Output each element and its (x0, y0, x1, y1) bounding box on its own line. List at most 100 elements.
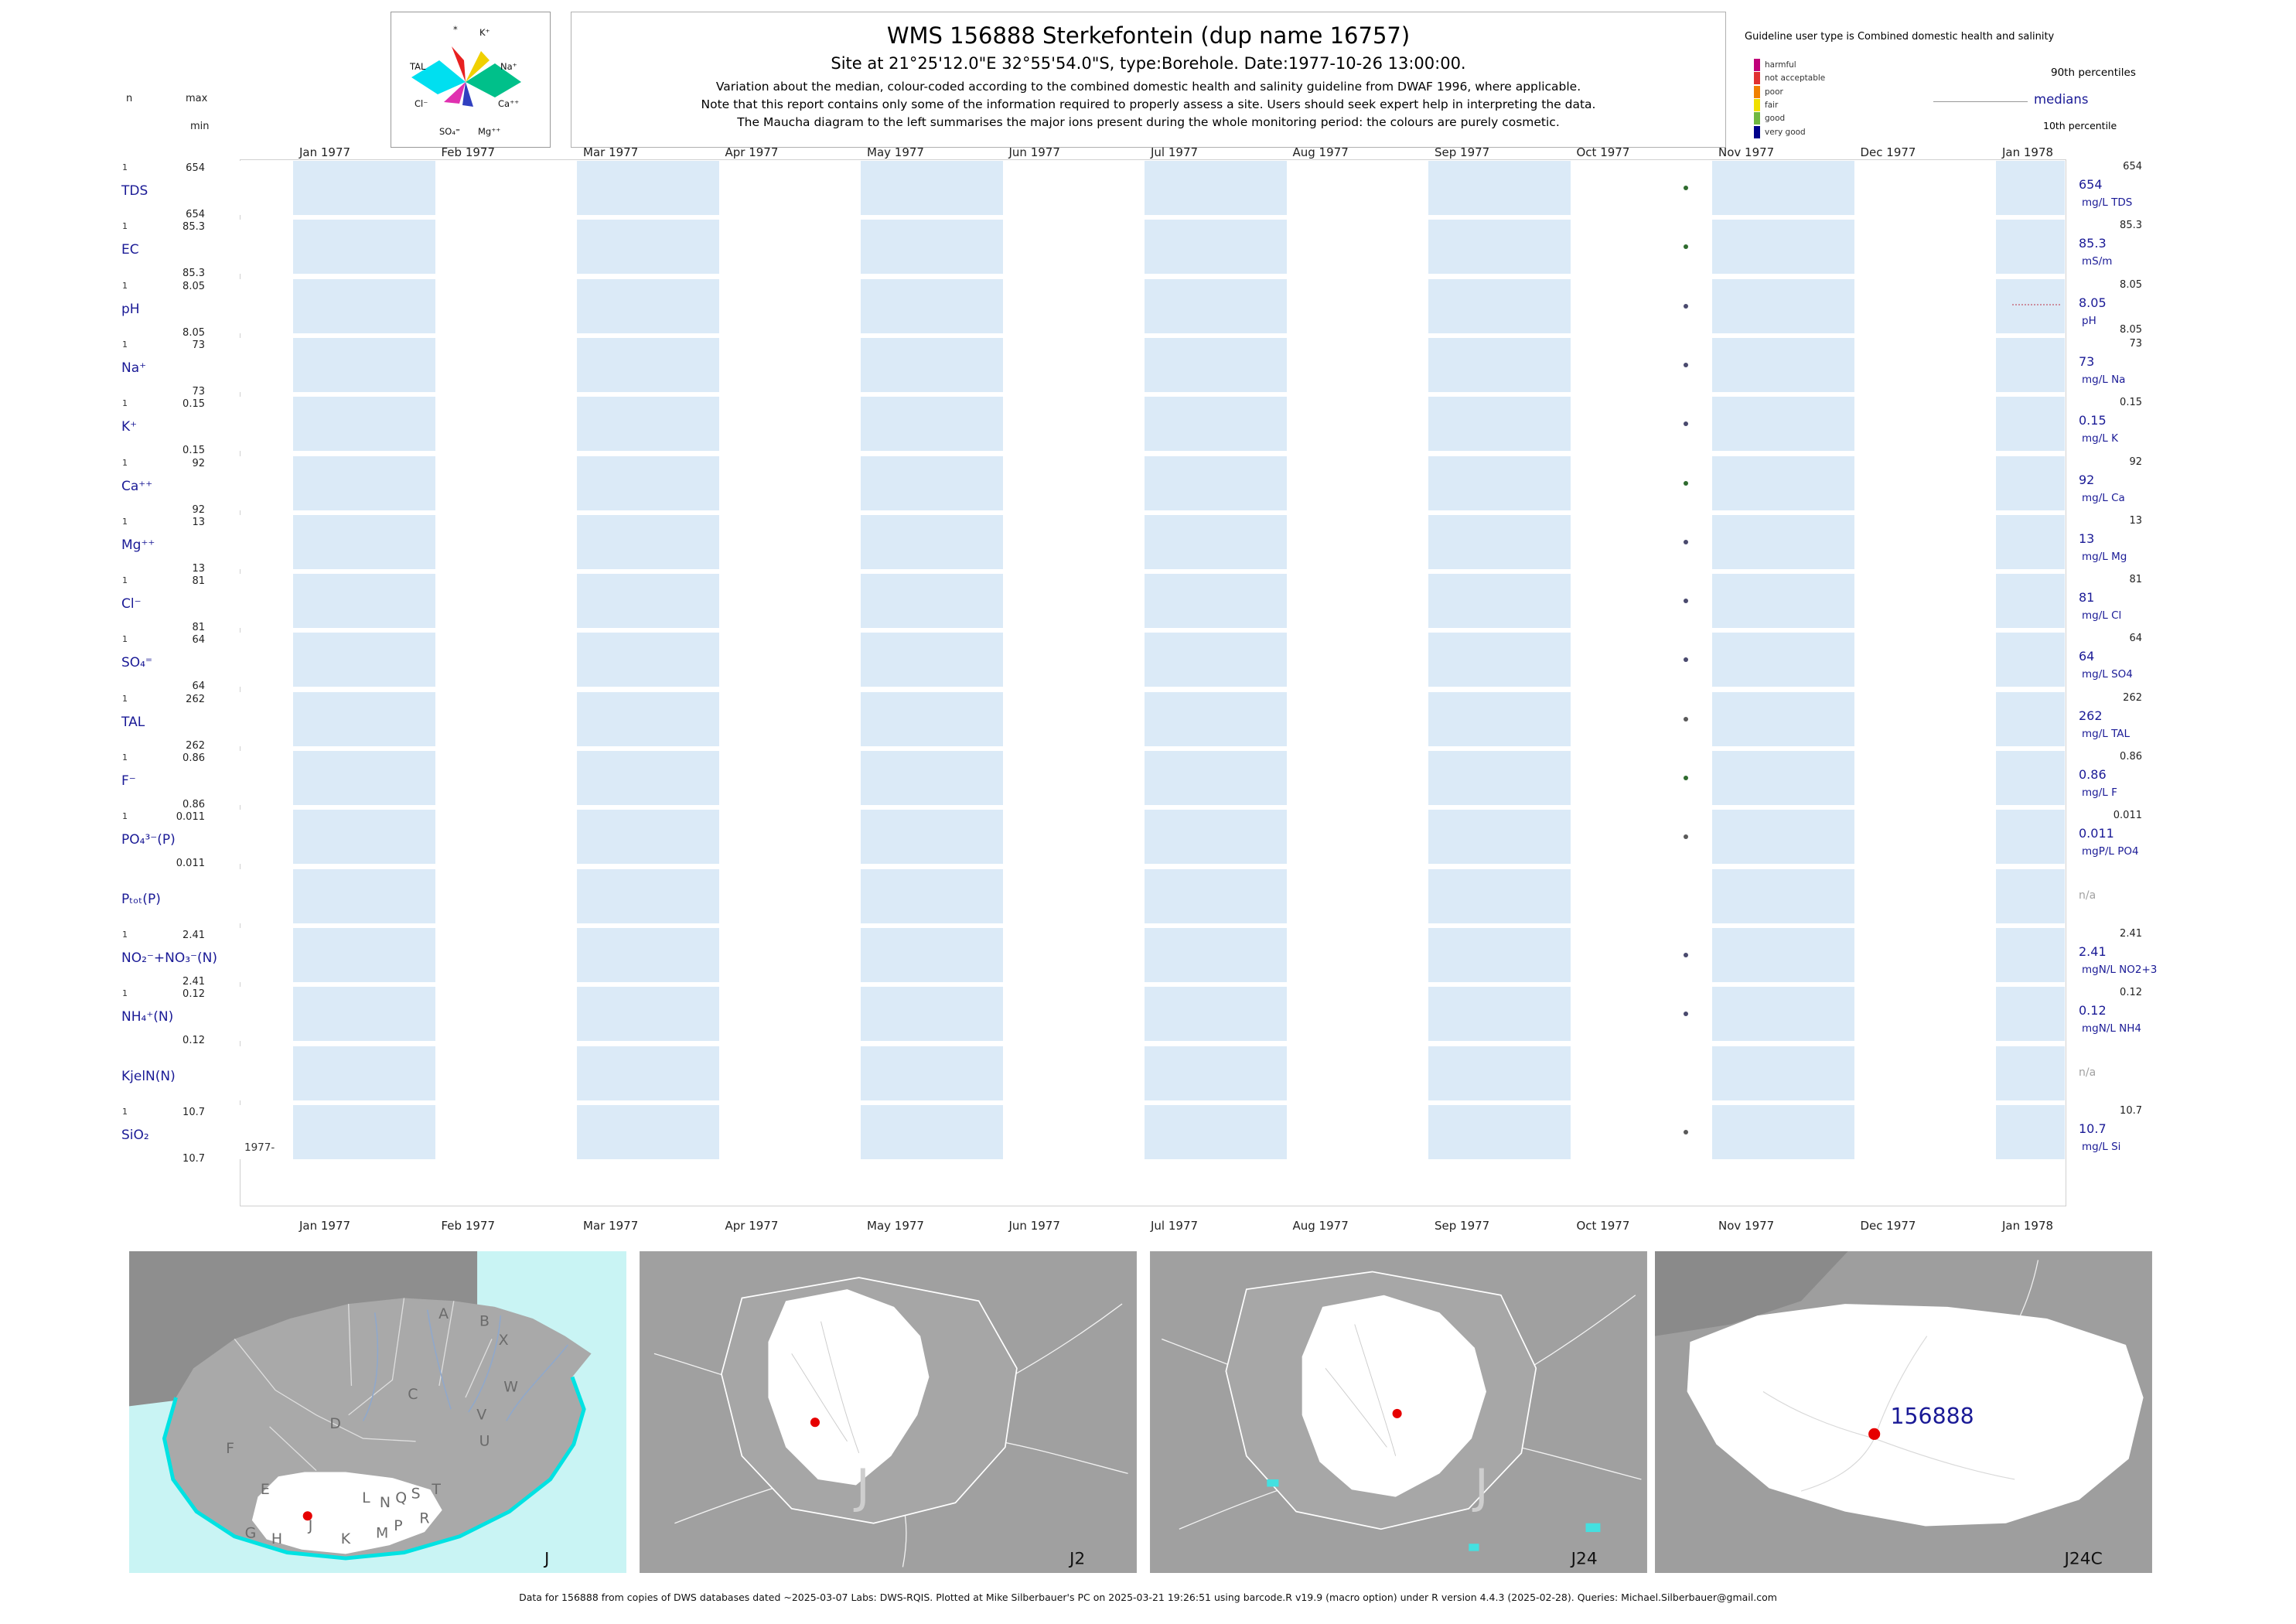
drainage-region-letter: H (271, 1530, 282, 1547)
row-min: 64 (192, 681, 205, 693)
month-band (1145, 691, 1287, 746)
maucha-label-na: Na⁺ (500, 61, 517, 72)
row-unit: mgP/L PO4 (2082, 845, 2139, 858)
row-max: 64 (192, 634, 205, 647)
maucha-label-star: * (453, 24, 458, 35)
maucha-ion-diagram: * K⁺ Na⁺ TAL Cl⁻ Ca⁺⁺ SO₄⁼ Mg⁺⁺ (409, 24, 521, 137)
row-p90: 262 (2123, 691, 2142, 704)
legend-class-label: not acceptable (1765, 73, 1826, 84)
row-unit: mg/L TDS (2082, 196, 2133, 209)
legend-color-swatch (1754, 85, 1760, 98)
row-unit: mg/L K (2082, 432, 2118, 445)
month-band (577, 455, 719, 510)
row-median: 81 (2079, 590, 2095, 606)
catchment-j24 (1302, 1295, 1486, 1497)
map-code-label: J2 (1068, 1550, 1085, 1569)
month-band (861, 514, 1003, 569)
waterbody (1585, 1523, 1601, 1533)
site-marker (302, 1511, 312, 1521)
row-n: 1 (122, 693, 128, 704)
row-name: Pₜₒₜ(P) (121, 891, 161, 907)
month-band (1428, 574, 1571, 629)
row-strip (240, 751, 2065, 805)
row-max: 73 (192, 339, 205, 351)
p90-label: 90th percentiles (2051, 67, 2136, 79)
month-band (1145, 514, 1287, 569)
month-label: May 1977 (867, 1219, 924, 1233)
row-name: EC (121, 242, 139, 258)
month-label: Jan 1977 (299, 1219, 351, 1233)
row-p90: 2.41 (2120, 927, 2142, 940)
maucha-label-tal: TAL (409, 61, 426, 72)
month-band (1428, 868, 1571, 923)
neighbouring-land (129, 1251, 478, 1407)
row-unit: mgN/L NO2+3 (2082, 963, 2158, 976)
row-max: 10.7 (183, 1106, 205, 1118)
month-band (1996, 161, 2065, 215)
row-name: Cl⁻ (121, 596, 142, 612)
region-j-highlight (251, 1472, 442, 1554)
month-band (1145, 633, 1287, 687)
month-label: Oct 1977 (1576, 1219, 1630, 1233)
month-band (1428, 397, 1571, 452)
month-band (861, 633, 1003, 687)
month-band (293, 455, 435, 510)
row-n: 1 (122, 339, 128, 350)
month-label: Jul 1977 (1151, 1219, 1199, 1233)
month-band (577, 810, 719, 865)
row-n: 1 (122, 1106, 128, 1117)
row-max: 81 (192, 575, 205, 588)
map-region-j24: J J24 (1150, 1251, 1647, 1573)
drainage-region-letter: X (499, 1332, 509, 1349)
row-unit: mS/m (2082, 255, 2113, 268)
map-code-label: J24 (1570, 1550, 1598, 1569)
month-band (1712, 1104, 1854, 1159)
footer-text: Data for 156888 from copies of DWS datab… (519, 1592, 1777, 1603)
row-name: TAL (121, 714, 145, 730)
month-band (1712, 278, 1854, 333)
month-band (861, 455, 1003, 510)
note-maucha: The Maucha diagram to the left summarise… (737, 115, 1560, 129)
row-median: 13 (2079, 531, 2095, 546)
row-n: 1 (122, 280, 128, 291)
month-band (1145, 1046, 1287, 1100)
row-median: 0.011 (2079, 826, 2114, 841)
month-band (1712, 220, 1854, 275)
month-band (1996, 574, 2065, 629)
month-band (293, 751, 435, 805)
col-header-min: min (190, 121, 210, 132)
month-band (577, 1046, 719, 1100)
row-max: 2.41 (183, 929, 205, 941)
month-band (861, 751, 1003, 805)
row-p90: 81 (2129, 574, 2142, 586)
month-band (861, 574, 1003, 629)
row-n: 1 (122, 634, 128, 645)
row-median: 262 (2079, 708, 2103, 723)
month-band (1145, 220, 1287, 275)
row-name: K⁺ (121, 419, 138, 435)
month-band (577, 751, 719, 805)
row-n: 1 (122, 516, 128, 527)
row-n: 1 (122, 398, 128, 409)
month-band (1712, 691, 1854, 746)
guideline-dotted (2012, 303, 2060, 305)
row-median: 85.3 (2079, 236, 2107, 251)
month-band (1996, 1046, 2065, 1100)
row-name: Mg⁺⁺ (121, 537, 155, 553)
row-median: 0.15 (2079, 413, 2107, 428)
median-label: medians (2034, 92, 2089, 107)
month-band (1996, 810, 2065, 865)
streams (1325, 1324, 1397, 1456)
legend-color-swatch (1754, 72, 1760, 85)
month-band (1428, 691, 1571, 746)
maucha-wedge-upper-right (466, 51, 490, 82)
row-n: 1 (122, 575, 128, 586)
maucha-wedge-lower (462, 82, 473, 107)
site-marker (1868, 1428, 1881, 1440)
month-label: Jun 1977 (1008, 145, 1060, 159)
row-median: 10.7 (2079, 1121, 2107, 1136)
row-name: F⁻ (121, 773, 136, 789)
row-min: 73 (192, 385, 205, 397)
row-max: 0.011 (176, 811, 205, 824)
maucha-label-k: K⁺ (479, 27, 490, 38)
